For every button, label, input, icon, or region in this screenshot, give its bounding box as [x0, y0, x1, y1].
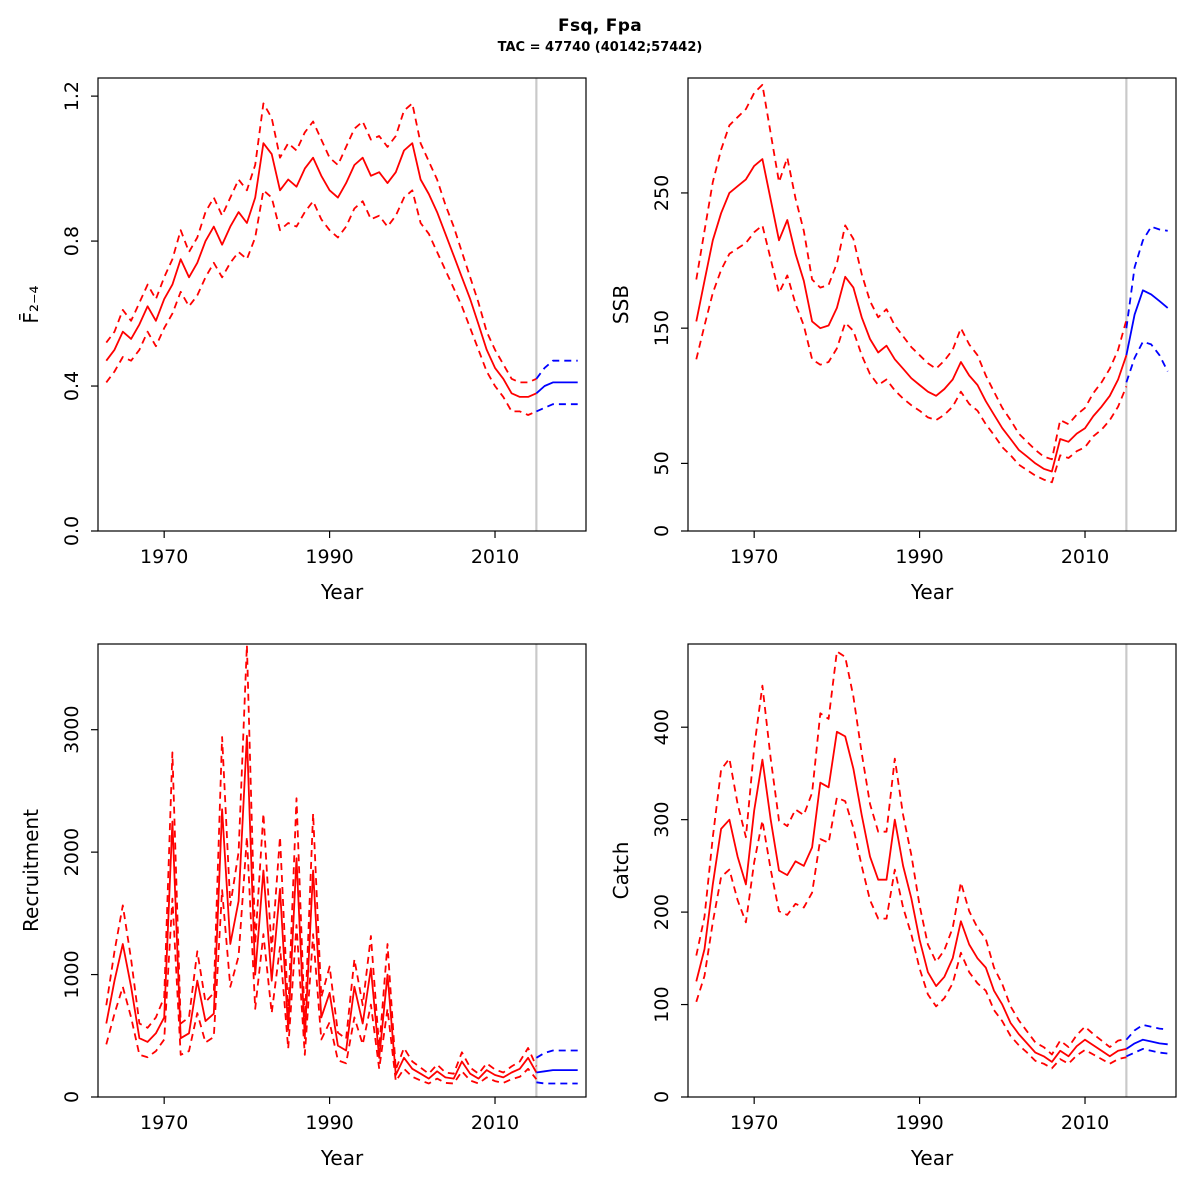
x-tick-label: 1990	[305, 1112, 353, 1134]
history-upper-line	[695, 650, 1127, 1056]
x-tick-label: 2010	[471, 1112, 519, 1134]
plot-frame	[97, 77, 587, 532]
panel-ssb: 1970 1990 2010 0 50 150 250 Year SSB	[600, 68, 1190, 618]
history-median-line	[105, 142, 537, 398]
history-upper-line	[695, 83, 1128, 461]
forecast-upper-line	[1125, 225, 1168, 329]
y-axis-label: SSB	[609, 285, 633, 324]
history-median-line	[695, 158, 1128, 473]
forecast-upper-line	[535, 1049, 578, 1059]
x-tick-label: 1970	[730, 1112, 778, 1134]
y-axis-label: Recruitment	[19, 809, 43, 932]
plot-subtitle: TAC = 47740 (40142;57442)	[497, 40, 703, 55]
y-tick-label: 400	[651, 709, 673, 745]
history-lower-line	[695, 796, 1127, 1070]
history-median-line	[105, 734, 538, 1080]
plot-grid: 1970 1990 2010 0.0 0.4 0.8 1.2 Year F̄₂₋₄ 1970 19…	[10, 68, 1190, 1184]
x-axis-label: Year	[910, 1146, 954, 1170]
history-lower-line	[695, 224, 1128, 484]
x-tick-label: 2010	[471, 546, 519, 568]
forecast-lower-line	[1126, 1047, 1168, 1058]
history-upper-line	[105, 644, 538, 1075]
plot-title: Fsq, Fpa	[558, 16, 642, 36]
forecast-median-line	[1125, 289, 1169, 356]
y-tick-label: 100	[651, 986, 673, 1022]
x-tick-label: 2010	[1061, 1112, 1109, 1134]
x-tick-label: 1970	[140, 1112, 188, 1134]
forecast-upper-line	[1125, 1023, 1168, 1041]
x-tick-label: 2010	[1061, 546, 1109, 568]
ssb-chart: 1970 1990 2010 0 50 150 250 Year SSB	[609, 77, 1177, 604]
y-tick-label: 3000	[61, 706, 83, 754]
x-tick-label: 1970	[140, 546, 188, 568]
y-tick-label: 200	[651, 894, 673, 930]
x-axis-label: Year	[320, 1146, 364, 1170]
plot-header: Fsq, Fpa TAC = 47740 (40142;57442)	[0, 16, 1200, 55]
forecast-lower-line	[1125, 340, 1169, 383]
forecast-upper-line	[535, 359, 578, 380]
history-median-line	[695, 730, 1127, 1063]
x-tick-label: 1990	[895, 1112, 943, 1134]
y-axis-label: Catch	[609, 842, 633, 900]
y-tick-label: 0	[61, 1091, 83, 1103]
y-tick-label: 2000	[61, 828, 83, 876]
forecast-lower-line	[536, 1081, 578, 1085]
panel-fishing-mortality: 1970 1990 2010 0.0 0.4 0.8 1.2 Year F̄₂₋₄	[10, 68, 600, 618]
y-tick-label: 0.0	[61, 516, 83, 546]
history-upper-line	[105, 102, 537, 384]
x-axis-label: Year	[910, 580, 954, 604]
panel-recruitment: 1970 1990 2010 0 1000 2000 3000 Year Recruitment	[10, 634, 600, 1184]
forecast-lower-line	[536, 403, 578, 413]
y-tick-label: 1000	[61, 950, 83, 998]
y-tick-label: 0.4	[61, 371, 83, 401]
catch-chart: 1970 1990 2010 0 100 200 300 400 Year Catch	[609, 643, 1177, 1170]
x-tick-label: 1990	[305, 546, 353, 568]
plot-frame	[97, 643, 587, 1098]
history-lower-line	[105, 835, 538, 1085]
recruitment-chart: 1970 1990 2010 0 1000 2000 3000 Year Recruitment	[19, 643, 587, 1170]
plot-frame	[687, 643, 1177, 1098]
x-tick-label: 1970	[730, 546, 778, 568]
y-tick-label: 300	[651, 802, 673, 838]
panel-catch: 1970 1990 2010 0 100 200 300 400 Year Catch	[600, 634, 1190, 1184]
y-tick-label: 0.8	[61, 226, 83, 256]
y-tick-label: 1.2	[61, 81, 83, 111]
forecast-median-line	[536, 1069, 578, 1074]
fishing-mortality-chart: 1970 1990 2010 0.0 0.4 0.8 1.2 Year F̄₂₋₄	[18, 77, 587, 604]
forecast-median-line	[1125, 1038, 1168, 1050]
y-tick-label: 150	[651, 310, 673, 346]
y-tick-label: 250	[651, 175, 673, 211]
history-lower-line	[105, 189, 537, 416]
x-axis-label: Year	[320, 580, 364, 604]
y-tick-label: 0	[651, 525, 673, 537]
forecast-median-line	[535, 381, 578, 394]
y-tick-label: 0	[651, 1091, 673, 1103]
plot-frame	[687, 77, 1177, 532]
x-tick-label: 1990	[895, 546, 943, 568]
y-tick-label: 50	[651, 451, 673, 475]
y-axis-label: F̄₂₋₄	[18, 285, 43, 323]
